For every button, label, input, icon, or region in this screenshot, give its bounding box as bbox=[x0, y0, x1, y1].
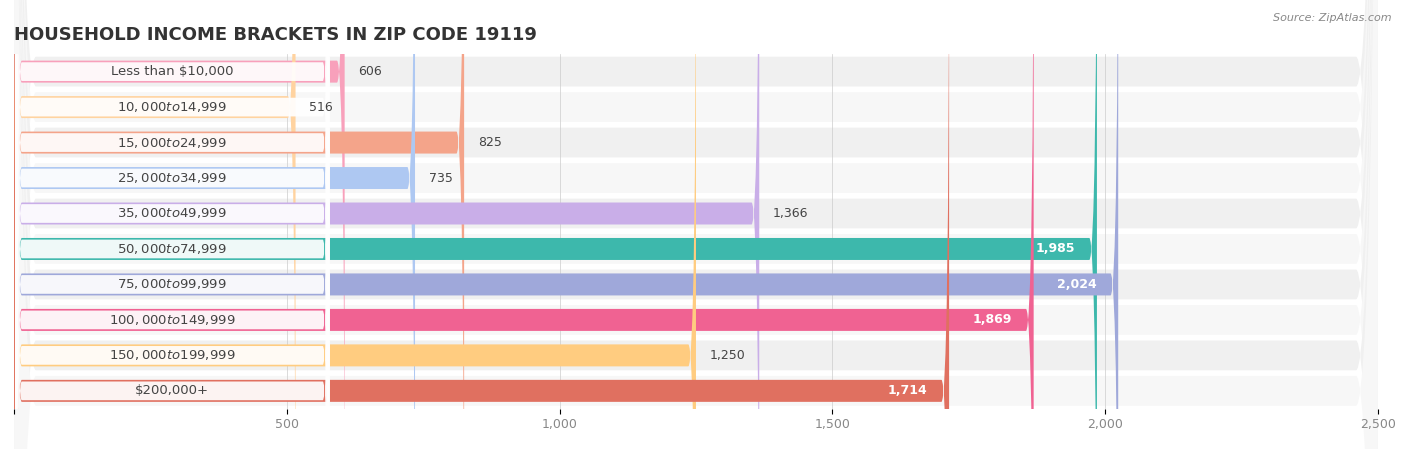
FancyBboxPatch shape bbox=[15, 0, 329, 449]
Text: $150,000 to $199,999: $150,000 to $199,999 bbox=[110, 348, 236, 362]
FancyBboxPatch shape bbox=[15, 0, 329, 449]
Text: $35,000 to $49,999: $35,000 to $49,999 bbox=[118, 207, 228, 220]
FancyBboxPatch shape bbox=[14, 0, 1378, 449]
FancyBboxPatch shape bbox=[14, 0, 415, 449]
FancyBboxPatch shape bbox=[15, 0, 329, 449]
FancyBboxPatch shape bbox=[14, 0, 1378, 449]
Text: Less than $10,000: Less than $10,000 bbox=[111, 65, 233, 78]
Text: $50,000 to $74,999: $50,000 to $74,999 bbox=[118, 242, 228, 256]
Text: Source: ZipAtlas.com: Source: ZipAtlas.com bbox=[1274, 13, 1392, 23]
Text: 1,985: 1,985 bbox=[1036, 242, 1076, 255]
Text: 1,869: 1,869 bbox=[973, 313, 1012, 326]
FancyBboxPatch shape bbox=[14, 0, 1378, 449]
FancyBboxPatch shape bbox=[14, 0, 696, 449]
FancyBboxPatch shape bbox=[14, 0, 1378, 449]
FancyBboxPatch shape bbox=[15, 0, 329, 449]
Text: $15,000 to $24,999: $15,000 to $24,999 bbox=[118, 136, 228, 150]
Text: 516: 516 bbox=[309, 101, 333, 114]
FancyBboxPatch shape bbox=[15, 0, 329, 449]
Text: $10,000 to $14,999: $10,000 to $14,999 bbox=[118, 100, 228, 114]
FancyBboxPatch shape bbox=[14, 0, 1378, 449]
FancyBboxPatch shape bbox=[14, 0, 759, 449]
FancyBboxPatch shape bbox=[15, 0, 329, 449]
Text: HOUSEHOLD INCOME BRACKETS IN ZIP CODE 19119: HOUSEHOLD INCOME BRACKETS IN ZIP CODE 19… bbox=[14, 26, 537, 44]
FancyBboxPatch shape bbox=[14, 0, 295, 449]
FancyBboxPatch shape bbox=[14, 0, 464, 449]
FancyBboxPatch shape bbox=[14, 0, 1118, 449]
FancyBboxPatch shape bbox=[14, 0, 1097, 449]
FancyBboxPatch shape bbox=[14, 0, 1378, 449]
FancyBboxPatch shape bbox=[15, 0, 329, 449]
Text: $200,000+: $200,000+ bbox=[135, 384, 209, 397]
FancyBboxPatch shape bbox=[15, 0, 329, 449]
FancyBboxPatch shape bbox=[14, 0, 1378, 449]
Text: $25,000 to $34,999: $25,000 to $34,999 bbox=[118, 171, 228, 185]
FancyBboxPatch shape bbox=[14, 0, 344, 449]
FancyBboxPatch shape bbox=[15, 0, 329, 449]
Text: 1,250: 1,250 bbox=[710, 349, 745, 362]
Text: 1,714: 1,714 bbox=[887, 384, 928, 397]
FancyBboxPatch shape bbox=[14, 0, 1378, 449]
FancyBboxPatch shape bbox=[14, 0, 1033, 449]
Text: 825: 825 bbox=[478, 136, 502, 149]
Text: 735: 735 bbox=[429, 172, 453, 185]
FancyBboxPatch shape bbox=[14, 0, 949, 449]
Text: 606: 606 bbox=[359, 65, 382, 78]
FancyBboxPatch shape bbox=[14, 0, 1378, 449]
Text: 2,024: 2,024 bbox=[1057, 278, 1097, 291]
Text: $75,000 to $99,999: $75,000 to $99,999 bbox=[118, 277, 228, 291]
Text: $100,000 to $149,999: $100,000 to $149,999 bbox=[110, 313, 236, 327]
FancyBboxPatch shape bbox=[15, 0, 329, 449]
FancyBboxPatch shape bbox=[14, 0, 1378, 449]
Text: 1,366: 1,366 bbox=[773, 207, 808, 220]
